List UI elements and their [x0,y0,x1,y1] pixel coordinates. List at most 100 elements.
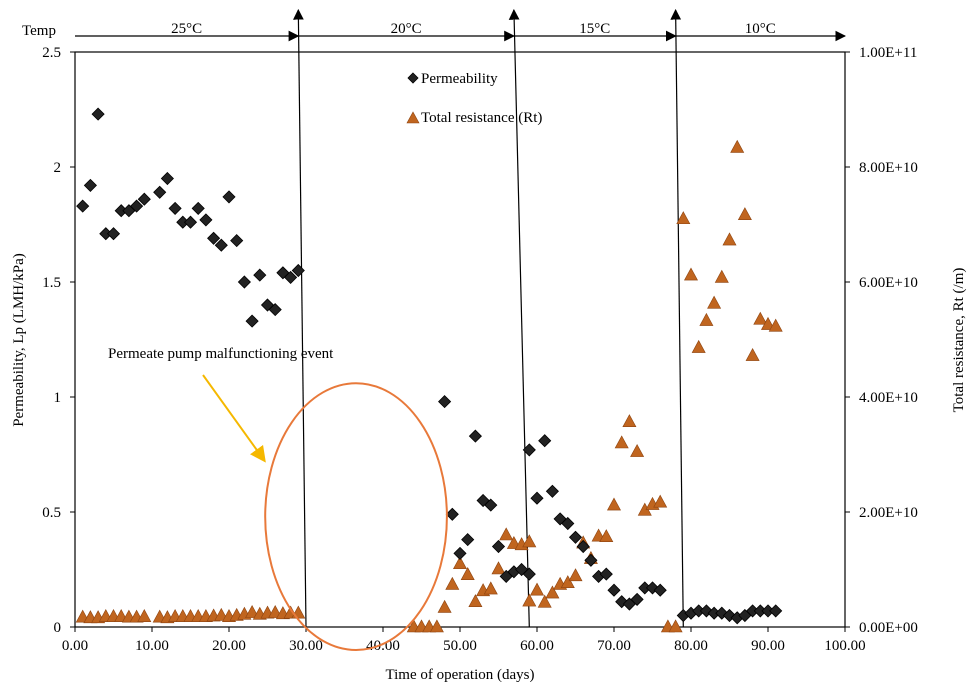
permeability-point [83,178,97,192]
x-tick-label: 0.00 [62,638,88,654]
permeability-point [491,539,506,554]
left-y-axis-ticks: 0 0.5 1 1.5 2 2.5 [42,45,75,636]
resistance-point [429,619,444,633]
legend-item-total-resistance: Total resistance (Rt) [406,110,542,126]
resistance-point [452,556,468,570]
resistance-point [722,232,737,246]
temp-zone-label: 10°C [745,21,776,37]
resistance-point [606,497,622,511]
permeability-point [268,303,282,317]
resistance-point [137,609,152,622]
left-y-tick-label: 1.5 [42,275,61,291]
permeability-point [222,190,236,204]
resistance-point [699,312,714,326]
series-permeability [76,107,783,625]
resistance-point [707,295,722,309]
right-y-tick-label: 1.00E+11 [859,45,917,61]
permeability-point [468,429,482,443]
resistance-point [499,527,514,541]
permeability-point [607,583,621,597]
legend: Permeability Total resistance (Rt) [406,71,542,126]
permeability-point [168,201,182,215]
resistance-point [599,529,614,543]
resistance-point [714,269,729,283]
permeability-point [160,171,174,186]
resistance-point [468,594,483,607]
temp-zone-label: 25°C [171,21,202,37]
temp-boundary-arrow [670,8,684,628]
permeability-point [245,314,259,328]
left-y-tick-label: 2.5 [42,45,61,61]
resistance-point [491,561,506,575]
temperature-zones: 25°C 20°C 15°C 10°C [75,8,847,628]
x-axis-title: Time of operation (days) [385,667,534,682]
permeability-point [653,583,667,597]
permeability-point [137,192,151,206]
resistance-point [483,581,498,595]
x-tick-label: 20.00 [212,638,246,654]
right-y-tick-label: 0.00E+00 [859,620,918,636]
permeability-point [576,539,590,554]
resistance-point [537,594,552,608]
permeability-point [484,498,498,512]
resistance-point [753,311,768,325]
right-y-axis-title: Total resistance, Rt (/m) [951,268,967,413]
resistance-point [437,599,452,613]
resistance-point [768,318,783,332]
resistance-point [737,207,752,221]
x-tick-label: 30.00 [289,638,323,654]
malfunction-ellipse [264,382,448,651]
legend-diamond-marker [407,72,419,84]
resistance-point [445,576,460,590]
right-y-tick-label: 8.00E+10 [859,160,918,176]
temp-boundary-arrow [293,8,307,628]
permeability-point [561,516,575,531]
permeability-point [530,491,544,505]
permeability-point [191,201,205,215]
temp-boundary-arrow [508,8,530,628]
resistance-point [691,339,706,353]
x-tick-label: 40.00 [366,638,400,654]
resistance-point [730,139,745,153]
permeability-point [599,567,613,581]
resistance-point [522,593,537,607]
right-y-tick-label: 4.00E+10 [859,390,918,406]
resistance-point [568,568,583,582]
permeability-point [461,533,475,547]
right-y-tick-label: 6.00E+10 [859,275,918,291]
resistance-point [560,575,575,589]
x-tick-label: 60.00 [520,638,554,654]
legend-label-permeability: Permeability [421,71,498,87]
x-tick-label: 80.00 [674,638,708,654]
resistance-point [760,316,776,330]
annotation-arrow [202,374,266,463]
permeability-point [522,567,536,581]
permeability-point [445,507,459,521]
permeability-point [568,530,583,544]
left-y-axis-title: Permeability, Lp (LMH/kPa) [11,253,27,427]
permeability-point [769,604,783,618]
permeability-point [76,199,90,213]
temp-zone-label: 15°C [579,21,610,37]
resistance-point [745,347,760,361]
legend-label-total-resistance: Total resistance (Rt) [421,110,542,126]
permeability-point [291,263,305,278]
permeability-point [284,270,298,284]
x-axis-ticks: 0.00 10.00 20.00 30.00 40.00 50.00 60.00 70.00 8… [62,627,866,654]
series-total-resistance [75,139,783,633]
permeability-point [237,275,251,289]
permeability-point [453,546,467,560]
x-tick-label: 100.00 [824,638,865,654]
x-tick-label: 90.00 [751,638,785,654]
permeability-point [91,107,105,121]
permeability-point [230,234,244,248]
left-y-tick-label: 1 [54,390,62,406]
left-y-tick-label: 2 [54,160,62,176]
permeability-point [253,268,267,282]
resistance-point [614,435,629,449]
legend-triangle-marker [406,111,420,124]
plot-frame [74,51,846,628]
left-y-tick-label: 0 [54,620,62,636]
resistance-point [545,585,560,599]
